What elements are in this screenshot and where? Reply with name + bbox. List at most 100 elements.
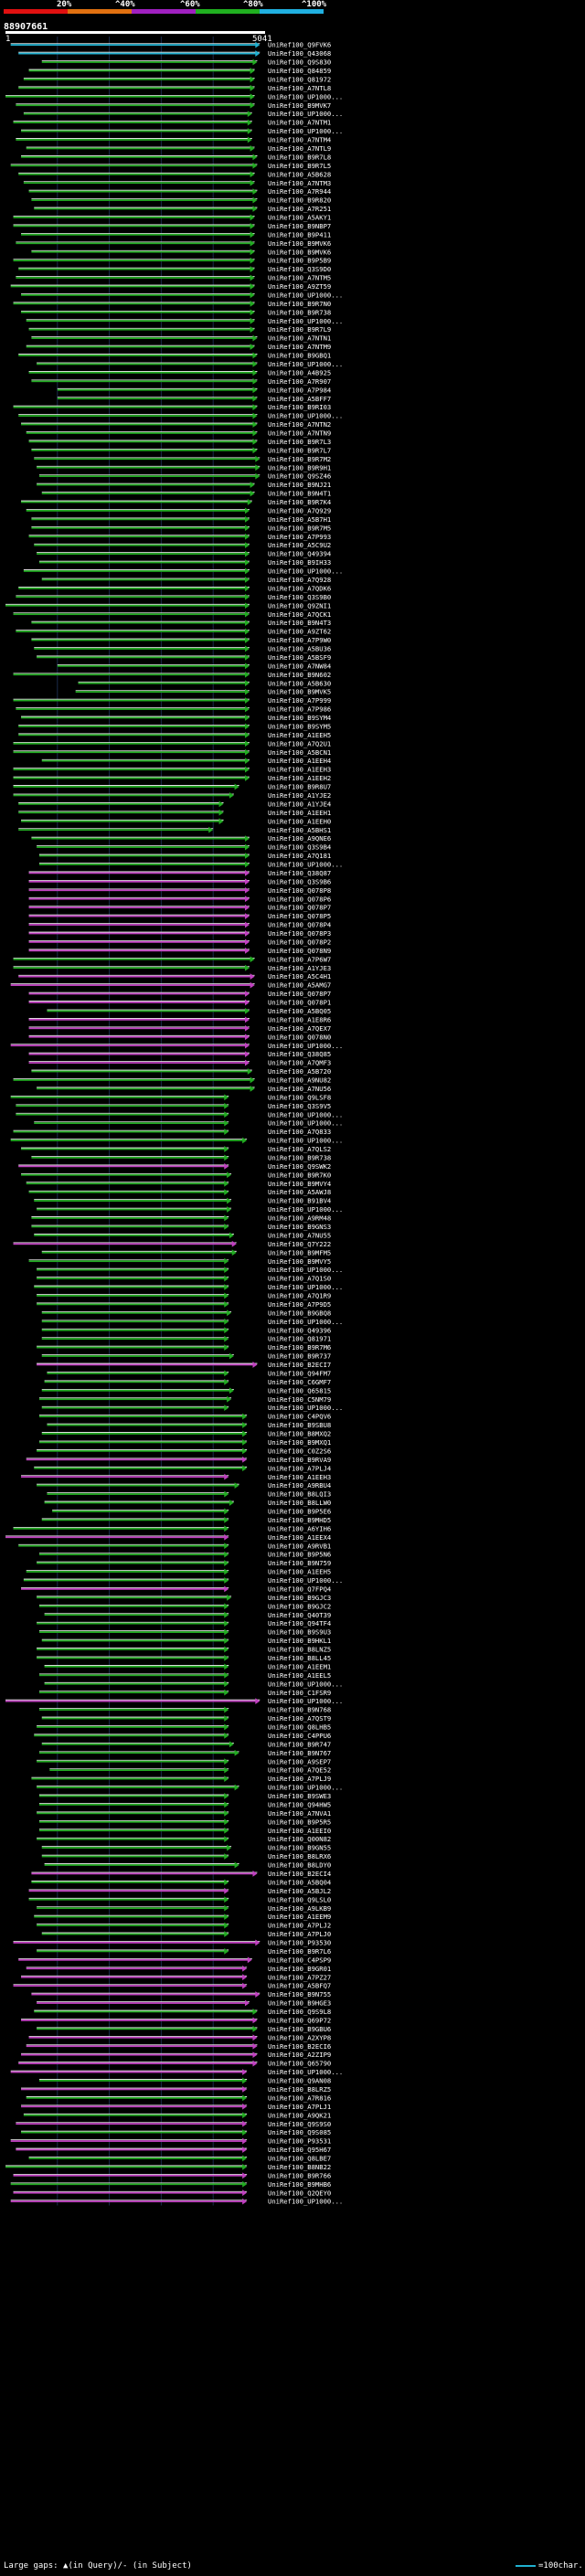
hit-bar[interactable] [16,1113,226,1116]
hit-bar[interactable] [28,897,246,900]
hit-bar[interactable] [41,1743,230,1745]
hit-bar[interactable] [38,1709,226,1711]
hit-label[interactable]: UniRef100_A7Q2U1 [268,739,331,747]
hit-label[interactable]: UniRef100_A7NU55 [268,1231,331,1239]
hit-bar[interactable] [28,328,251,331]
hit-bar[interactable] [21,2053,254,2056]
hit-bar[interactable] [41,1251,233,1254]
hit-label[interactable]: UniRef100_UP1000... [268,412,343,420]
hit-label[interactable]: UniRef100_Q078P2 [268,938,331,946]
hit-bar[interactable] [18,415,254,417]
hit-label[interactable]: UniRef100_C0Z2S6 [268,1447,331,1455]
hit-label[interactable]: UniRef100_Q9SWK2 [268,1162,331,1171]
hit-label[interactable]: UniRef100_Q078N0 [268,1033,331,1041]
hit-label[interactable]: UniRef100_B2ECI6 [268,2042,331,2051]
hit-bar[interactable] [37,466,257,469]
hit-bar[interactable] [13,225,251,228]
hit-label[interactable]: UniRef100_B9R7K4 [268,498,331,506]
hit-bar[interactable] [16,2148,244,2151]
hit-bar[interactable] [10,2200,244,2203]
hit-bar[interactable] [18,802,220,805]
hit-label[interactable]: UniRef100_A7R907 [268,377,331,386]
hit-bar[interactable] [26,147,251,150]
hit-bar[interactable] [44,1501,230,1504]
hit-bar[interactable] [38,1691,226,1694]
hit-bar[interactable] [31,380,254,383]
hit-bar[interactable] [26,1571,226,1573]
hit-bar[interactable] [26,2096,244,2099]
hit-bar[interactable] [38,864,246,865]
hit-label[interactable]: UniRef100_B9R8U7 [268,783,331,791]
hit-bar[interactable] [37,656,246,659]
hit-bar[interactable] [13,967,246,970]
hit-label[interactable]: UniRef100_UP1000... [268,1042,343,1050]
hit-label[interactable]: UniRef100_A5BFQ7 [268,1982,331,1990]
hit-bar[interactable] [37,1087,251,1090]
hit-label[interactable]: UniRef100_A5BCN1 [268,748,331,757]
hit-label[interactable]: UniRef100_A5C9U2 [268,541,331,549]
hit-label[interactable]: UniRef100_Q3S9B0 [268,593,331,601]
hit-bar[interactable] [13,742,246,745]
hit-label[interactable]: UniRef100_A7NTM5 [268,274,331,282]
hit-bar[interactable] [28,872,246,875]
hit-label[interactable]: UniRef100_UP1000... [268,1283,343,1291]
hit-bar[interactable] [21,130,249,133]
hit-label[interactable]: UniRef100_C6GMF7 [268,1378,331,1386]
hit-bar[interactable] [13,1985,244,1988]
hit-label[interactable]: UniRef100_A1YJE4 [268,800,331,808]
hit-bar[interactable] [13,1079,251,1081]
hit-bar[interactable] [13,1243,233,1246]
hit-bar[interactable] [37,1786,236,1788]
hit-bar[interactable] [38,1398,229,1401]
hit-bar[interactable] [23,1579,226,1582]
hit-bar[interactable] [31,621,246,624]
hit-label[interactable]: UniRef100_UP1000... [268,317,343,325]
hit-label[interactable]: UniRef100_B9N759 [268,1559,331,1567]
hit-bar[interactable] [34,544,246,546]
hit-label[interactable]: UniRef100_B8LL45 [268,1654,331,1662]
hit-label[interactable]: UniRef100_B9HGE3 [268,1999,331,2008]
hit-bar[interactable] [41,61,254,63]
hit-label[interactable]: UniRef100_Q7Y222 [268,1240,331,1248]
hit-label[interactable]: UniRef100_A7QLS2 [268,1145,331,1153]
hit-label[interactable]: UniRef100_UP1000... [268,861,343,869]
hit-bar[interactable] [28,1890,226,1892]
hit-label[interactable]: UniRef100_A7NTM1 [268,119,331,127]
hit-label[interactable]: UniRef100_Q2QEY0 [268,2189,331,2197]
hit-label[interactable]: UniRef100_A7PLJ4 [268,1464,331,1472]
hit-label[interactable]: UniRef100_A9RBU4 [268,1481,331,1489]
hit-label[interactable]: UniRef100_A1YJE2 [268,791,331,800]
hit-bar[interactable] [21,1476,226,1479]
hit-bar[interactable] [18,975,251,978]
hit-label[interactable]: UniRef100_Q9S830 [268,58,331,67]
hit-label[interactable]: UniRef100_A7QST9 [268,1714,331,1723]
hit-label[interactable]: UniRef100_Q078P1 [268,999,331,1007]
hit-bar[interactable] [37,846,246,848]
hit-label[interactable]: UniRef100_B9P411 [268,230,331,239]
hit-label[interactable]: UniRef100_Q9S085 [268,2128,331,2136]
hit-label[interactable]: UniRef100_A7PLJ0 [268,1930,331,1938]
hit-label[interactable]: UniRef100_B9GBQ1 [268,352,331,360]
hit-label[interactable]: UniRef100_B9MVK6 [268,239,331,248]
hit-bar[interactable] [28,2036,254,2039]
hit-label[interactable]: UniRef100_UP1000... [268,1697,343,1705]
hit-label[interactable]: UniRef100_C5NM79 [268,1395,331,1404]
hit-label[interactable]: UniRef100_A7NTN2 [268,420,331,429]
hit-label[interactable]: UniRef100_A9LKB9 [268,1904,331,1913]
hit-label[interactable]: UniRef100_A7NTN9 [268,429,331,438]
hit-label[interactable]: UniRef100_B9R7M2 [268,455,331,463]
hit-bar[interactable] [16,139,249,141]
hit-label[interactable]: UniRef100_Q078P6 [268,895,331,903]
hit-bar[interactable] [41,1717,226,1720]
hit-bar[interactable] [26,1458,244,1461]
hit-bar[interactable] [37,2028,254,2030]
hit-bar[interactable] [49,1769,226,1772]
hit-label[interactable]: UniRef100_A7P9D5 [268,1300,331,1309]
hit-bar[interactable] [37,1346,226,1349]
hit-label[interactable]: UniRef100_C1FSR9 [268,1689,331,1697]
hit-label[interactable]: UniRef100_Q94TF4 [268,1619,331,1627]
hit-bar[interactable] [28,1018,246,1021]
hit-bar[interactable] [41,759,246,762]
hit-label[interactable]: UniRef100_A5BJL2 [268,1887,331,1895]
hit-label[interactable]: UniRef100_A7Q929 [268,506,331,514]
